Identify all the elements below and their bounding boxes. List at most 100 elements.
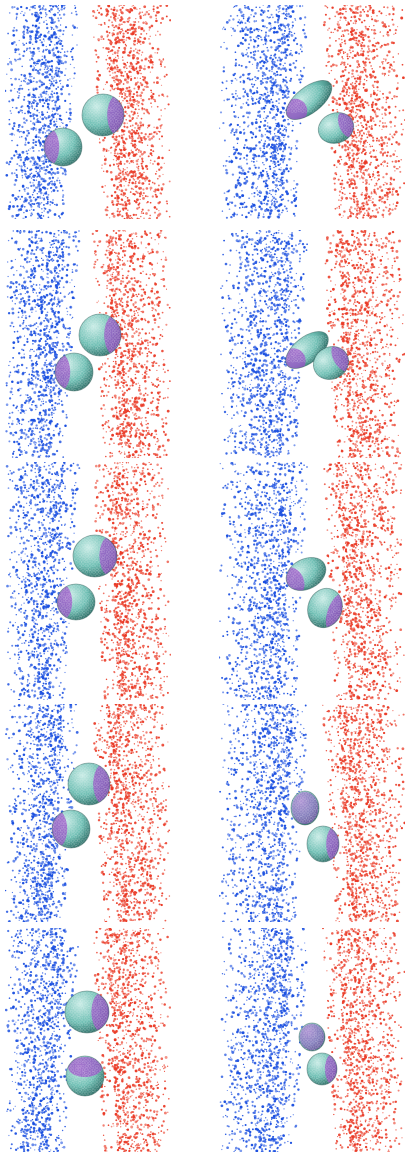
red-phase-atom	[139, 8, 141, 10]
red-phase-atom	[352, 198, 355, 201]
red-phase-atom	[111, 34, 114, 37]
blue-phase-atom	[273, 73, 275, 75]
red-phase-atom	[352, 90, 356, 94]
red-phase-atom	[328, 104, 330, 106]
surface-bead	[307, 92, 312, 96]
blue-phase-atom	[230, 201, 234, 205]
red-phase-atom	[382, 176, 385, 179]
surface-bead	[114, 94, 119, 96]
blue-phase-atom	[38, 85, 41, 88]
red-phase-atom	[330, 65, 333, 68]
surface-bead	[56, 137, 60, 141]
blue-phase-atom	[286, 24, 288, 26]
surface-bead	[52, 143, 56, 147]
red-phase-atom	[159, 5, 162, 8]
red-phase-atom	[382, 63, 384, 65]
surface-bead	[94, 129, 98, 133]
red-phase-atom	[109, 164, 112, 167]
blue-phase-atom	[31, 13, 34, 16]
red-phase-atom	[351, 139, 354, 143]
red-phase-atom	[356, 210, 359, 212]
red-phase-atom	[149, 152, 153, 155]
red-phase-atom	[399, 170, 402, 173]
red-phase-atom	[138, 53, 140, 55]
blue-phase-atom	[269, 212, 272, 216]
blue-phase-atom	[281, 13, 283, 15]
blue-phase-atom	[243, 156, 246, 159]
blue-phase-atom	[60, 121, 62, 123]
red-phase-atom	[380, 163, 383, 166]
blue-phase-atom	[284, 95, 287, 99]
blue-phase-atom	[10, 77, 12, 80]
red-phase-atom	[338, 49, 341, 53]
blue-phase-atom	[287, 90, 290, 93]
blue-phase-atom	[280, 124, 284, 128]
red-phase-atom	[340, 186, 343, 188]
red-phase-atom	[113, 6, 116, 9]
blue-phase-atom	[42, 38, 45, 40]
red-phase-atom	[117, 37, 120, 40]
red-phase-atom	[389, 63, 393, 67]
red-phase-atom	[374, 215, 377, 219]
blue-phase-atom	[57, 70, 60, 73]
red-phase-atom	[142, 125, 144, 127]
red-phase-atom	[348, 183, 351, 186]
surface-bead	[311, 101, 315, 106]
red-phase-atom	[322, 23, 326, 27]
red-phase-atom	[365, 188, 368, 191]
surface-bead	[101, 109, 105, 113]
blue-phase-atom	[45, 23, 48, 26]
red-phase-atom	[137, 137, 140, 140]
red-phase-atom	[374, 177, 376, 179]
blue-phase-atom	[63, 126, 65, 128]
blue-phase-atom	[56, 189, 59, 192]
red-phase-atom	[148, 133, 151, 136]
blue-phase-atom	[266, 122, 269, 124]
red-phase-atom	[381, 196, 384, 199]
red-phase-atom	[377, 178, 380, 181]
surface-bead	[310, 98, 315, 103]
surface-bead	[90, 123, 94, 127]
blue-phase-atom	[274, 118, 277, 121]
blue-phase-atom	[8, 123, 11, 126]
red-phase-atom	[139, 40, 142, 43]
blue-phase-atom	[254, 208, 257, 212]
blue-phase-atom	[223, 139, 226, 142]
blue-phase-atom	[257, 166, 260, 169]
blue-phase-atom	[43, 153, 46, 156]
blue-phase-atom	[43, 89, 45, 91]
blue-phase-atom	[18, 92, 21, 94]
blue-phase-atom	[243, 28, 246, 30]
red-phase-atom	[363, 149, 366, 152]
blue-phase-atom	[29, 50, 31, 52]
red-phase-atom	[143, 171, 145, 174]
blue-phase-atom	[254, 58, 257, 61]
red-phase-atom	[332, 84, 335, 87]
blue-phase-atom	[251, 77, 254, 80]
red-phase-atom	[118, 42, 120, 44]
red-phase-atom	[144, 195, 147, 198]
red-phase-atom	[347, 217, 350, 219]
blue-phase-atom	[262, 215, 265, 219]
blue-phase-atom	[69, 78, 71, 80]
red-phase-atom	[394, 105, 397, 108]
blue-phase-atom	[18, 130, 21, 133]
blue-phase-atom	[5, 173, 9, 177]
red-phase-atom	[96, 70, 100, 73]
red-phase-atom	[355, 153, 358, 156]
blue-phase-atom	[36, 171, 40, 175]
blue-phase-atom	[264, 198, 267, 200]
blue-phase-atom	[250, 9, 253, 11]
red-phase-atom	[138, 165, 140, 168]
blue-phase-atom	[263, 36, 266, 39]
blue-phase-atom	[232, 27, 235, 30]
blue-phase-atom	[240, 157, 242, 159]
red-phase-atom	[354, 116, 357, 119]
blue-phase-atom	[24, 137, 27, 140]
red-phase-atom	[147, 127, 149, 129]
red-phase-atom	[140, 43, 142, 46]
blue-phase-atom	[17, 123, 21, 127]
red-phase-atom	[386, 62, 389, 64]
red-phase-atom	[358, 82, 361, 86]
red-phase-atom	[359, 42, 361, 45]
